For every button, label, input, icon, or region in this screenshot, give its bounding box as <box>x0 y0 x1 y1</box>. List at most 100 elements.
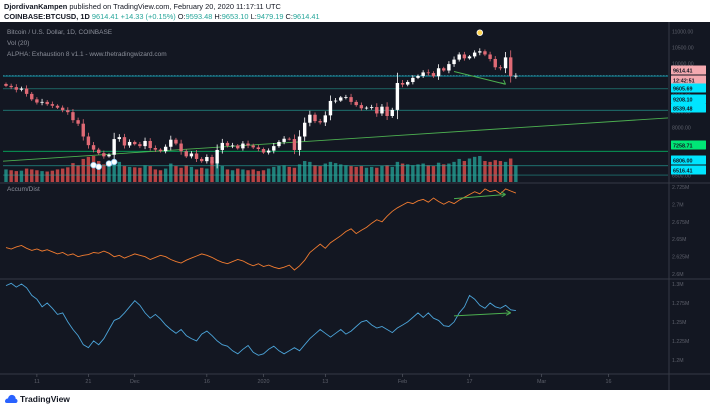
candle-body[interactable] <box>442 68 446 71</box>
candle-body[interactable] <box>411 77 415 83</box>
candle-body[interactable] <box>503 57 508 69</box>
candle-body[interactable] <box>220 142 224 150</box>
accum-dist-line[interactable] <box>5 188 517 271</box>
candle-body[interactable] <box>452 59 456 65</box>
candle-body[interactable] <box>45 101 49 105</box>
candle-body[interactable] <box>266 150 271 153</box>
candle-body[interactable] <box>416 75 420 78</box>
candle-body[interactable] <box>189 153 194 157</box>
candle-body[interactable] <box>395 82 400 110</box>
candle-body[interactable] <box>179 143 183 152</box>
candle-body[interactable] <box>447 64 451 71</box>
candle-body[interactable] <box>282 138 286 142</box>
candle-body[interactable] <box>9 85 13 88</box>
tradingview-logo-icon[interactable] <box>4 393 18 404</box>
candle-body[interactable] <box>122 137 127 146</box>
candle-body[interactable] <box>158 149 163 152</box>
accum-dist-pane[interactable] <box>5 188 517 271</box>
candle-body[interactable] <box>308 114 312 123</box>
candle-body[interactable] <box>261 148 266 153</box>
candle-body[interactable] <box>86 136 91 146</box>
candle-body[interactable] <box>24 88 29 94</box>
candle-body[interactable] <box>514 75 518 77</box>
candle-body[interactable] <box>339 97 343 101</box>
candle-body[interactable] <box>493 58 497 68</box>
chart-canvas[interactable]: 11000.0010500.0010000.009500.009000.0085… <box>0 22 710 390</box>
oscillator-line[interactable] <box>5 282 516 356</box>
candle-body[interactable] <box>169 139 173 147</box>
candle-body[interactable] <box>14 87 18 90</box>
candle-body[interactable] <box>230 145 235 147</box>
candle-body[interactable] <box>498 67 503 69</box>
candle-body[interactable] <box>117 137 121 140</box>
candle-body[interactable] <box>318 121 322 123</box>
candle-body[interactable] <box>354 101 358 106</box>
candle-body[interactable] <box>297 136 302 150</box>
candle-body[interactable] <box>406 82 410 85</box>
candle-body[interactable] <box>174 139 178 144</box>
candle-body[interactable] <box>333 100 338 102</box>
candle-body[interactable] <box>421 72 425 76</box>
candle-body[interactable] <box>292 139 297 150</box>
candle-body[interactable] <box>102 153 106 157</box>
candle-body[interactable] <box>200 158 204 162</box>
candle-body[interactable] <box>436 68 441 77</box>
candle-body[interactable] <box>55 105 60 108</box>
candle-body[interactable] <box>91 145 96 150</box>
candle-body[interactable] <box>256 147 261 149</box>
candle-body[interactable] <box>112 139 116 155</box>
candle-body[interactable] <box>194 153 199 159</box>
candle-body[interactable] <box>462 54 467 59</box>
candle-body[interactable] <box>251 145 255 148</box>
candle-body[interactable] <box>488 54 492 59</box>
candle-body[interactable] <box>138 144 142 147</box>
time-axis[interactable]: 11 21 Dec 16 2020 13 Feb 17 Mar 16 <box>34 374 612 385</box>
candle-body[interactable] <box>76 120 80 124</box>
candle-body[interactable] <box>467 56 472 59</box>
chart-area[interactable]: 11000.0010500.0010000.009500.009000.0085… <box>0 22 710 390</box>
candle-body[interactable] <box>272 146 276 151</box>
candle-body[interactable] <box>375 107 379 114</box>
candle-body[interactable] <box>210 157 214 164</box>
candle-body[interactable] <box>97 149 101 154</box>
candle-body[interactable] <box>143 140 147 147</box>
candle-body[interactable] <box>163 146 168 152</box>
candle-body[interactable] <box>81 123 85 137</box>
candle-body[interactable] <box>509 57 513 77</box>
candle-body[interactable] <box>303 122 307 137</box>
tradingview-brand[interactable]: TradingView <box>20 394 70 404</box>
candle-body[interactable] <box>400 82 405 85</box>
candle-body[interactable] <box>241 143 245 149</box>
candle-body[interactable] <box>426 72 430 74</box>
candle-body[interactable] <box>19 88 24 90</box>
author-name[interactable]: DjordivanKampen <box>4 2 68 11</box>
candle-body[interactable] <box>369 107 374 108</box>
candle-body[interactable] <box>35 99 39 103</box>
candle-body[interactable] <box>313 114 317 122</box>
candle-body[interactable] <box>431 73 436 77</box>
candle-body[interactable] <box>50 104 55 106</box>
candle-body[interactable] <box>148 140 152 149</box>
candle-body[interactable] <box>236 145 240 149</box>
candle-body[interactable] <box>153 148 158 150</box>
candle-body[interactable] <box>380 106 384 114</box>
candle-body[interactable] <box>349 97 353 102</box>
candle-body[interactable] <box>246 143 250 146</box>
candle-body[interactable] <box>4 83 8 86</box>
candle-body[interactable] <box>344 97 348 98</box>
candle-body[interactable] <box>215 149 219 164</box>
candle-body[interactable] <box>184 151 188 157</box>
candle-body[interactable] <box>385 106 389 116</box>
candle-body[interactable] <box>328 100 333 116</box>
candle-body[interactable] <box>390 109 394 116</box>
candle-body[interactable] <box>60 107 65 111</box>
candle-body[interactable] <box>277 141 281 147</box>
candle-body[interactable] <box>133 141 137 145</box>
candle-body[interactable] <box>66 110 70 113</box>
candle-body[interactable] <box>107 154 111 157</box>
candles[interactable] <box>4 29 518 170</box>
candle-body[interactable] <box>457 54 461 60</box>
candle-body[interactable] <box>30 93 34 100</box>
candle-body[interactable] <box>359 105 364 109</box>
candle-body[interactable] <box>40 101 44 103</box>
